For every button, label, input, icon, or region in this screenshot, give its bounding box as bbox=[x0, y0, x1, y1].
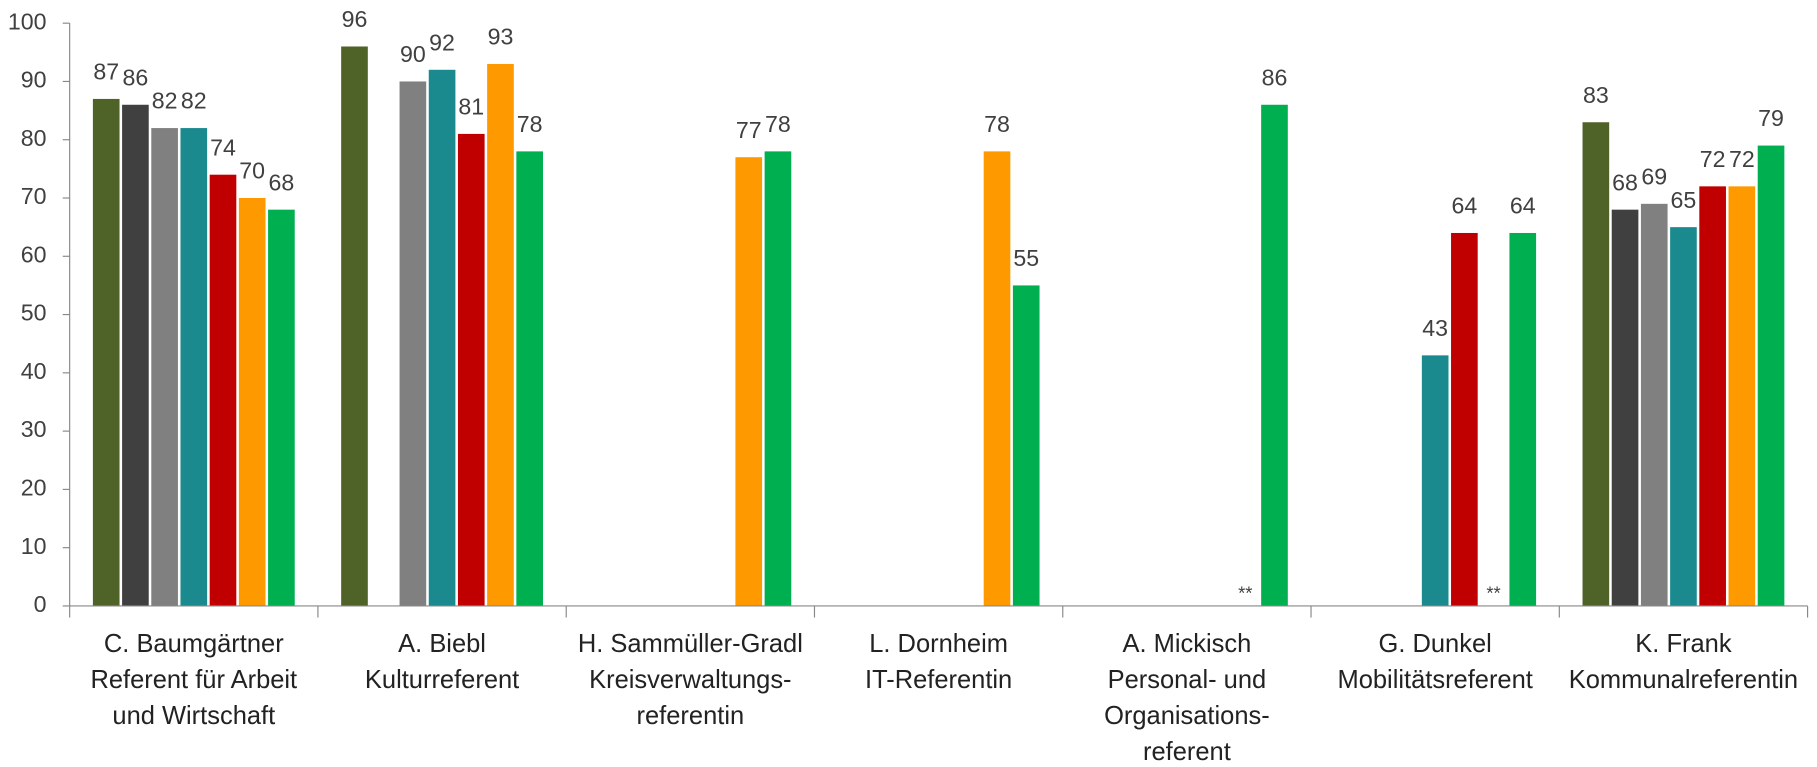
y-tick-label: 30 bbox=[21, 416, 47, 442]
bar bbox=[1640, 203, 1668, 606]
bar bbox=[1509, 232, 1537, 606]
bar bbox=[1728, 186, 1756, 606]
bar bbox=[1012, 285, 1040, 606]
data-label: 70 bbox=[239, 158, 265, 184]
data-label: 81 bbox=[458, 94, 484, 120]
annotation: ** bbox=[1238, 582, 1252, 603]
bar bbox=[457, 133, 485, 606]
data-label: 64 bbox=[1510, 193, 1536, 219]
data-label: 90 bbox=[400, 41, 426, 67]
x-tick-label: Personal- und bbox=[1108, 666, 1267, 694]
x-tick-label: A. Biebl bbox=[398, 630, 486, 658]
data-label: 87 bbox=[93, 59, 119, 85]
bar bbox=[1421, 355, 1449, 606]
data-label: 64 bbox=[1451, 193, 1477, 219]
x-tick-label: Organisations- bbox=[1104, 702, 1270, 730]
y-tick-label: 90 bbox=[21, 67, 47, 93]
annotation: ** bbox=[1486, 582, 1500, 603]
data-label: 72 bbox=[1729, 146, 1755, 172]
x-tick-label: K. Frank bbox=[1635, 630, 1732, 658]
y-tick-label: 0 bbox=[34, 591, 47, 617]
bar bbox=[238, 198, 266, 606]
y-tick-label: 40 bbox=[21, 358, 47, 384]
data-label: 55 bbox=[1013, 245, 1039, 271]
bar bbox=[1582, 122, 1610, 606]
data-label: 68 bbox=[1612, 169, 1638, 195]
bar bbox=[151, 128, 178, 606]
x-tick-label: A. Mickisch bbox=[1123, 630, 1252, 658]
bar bbox=[268, 209, 295, 606]
bar bbox=[209, 174, 237, 606]
x-tick-label: Referent für Arbeit bbox=[90, 666, 297, 694]
bar bbox=[428, 69, 456, 606]
y-tick-label: 10 bbox=[21, 533, 47, 559]
data-label: 68 bbox=[269, 169, 295, 195]
y-tick-label: 60 bbox=[21, 241, 47, 267]
bar bbox=[764, 151, 792, 606]
data-label: 86 bbox=[1262, 64, 1288, 90]
data-label: 43 bbox=[1422, 315, 1448, 341]
data-label: 82 bbox=[152, 88, 178, 114]
data-label: 78 bbox=[517, 111, 543, 137]
bar bbox=[487, 63, 514, 606]
bar bbox=[399, 81, 427, 606]
bar bbox=[1261, 104, 1288, 606]
data-label: 65 bbox=[1671, 187, 1697, 213]
data-label: 82 bbox=[181, 88, 207, 114]
data-label: 78 bbox=[765, 111, 791, 137]
bar bbox=[180, 128, 208, 606]
x-tick-label: G. Dunkel bbox=[1379, 630, 1492, 658]
x-tick-label: referent bbox=[1143, 738, 1231, 766]
x-tick-label: H. Sammüller-Gradl bbox=[578, 630, 803, 658]
x-tick-label: C. Baumgärtner bbox=[104, 630, 284, 658]
bar bbox=[1757, 145, 1785, 606]
x-tick-label: Kommunalreferentin bbox=[1569, 666, 1798, 694]
x-tick-label: Kulturreferent bbox=[365, 666, 519, 694]
data-label: 78 bbox=[984, 111, 1010, 137]
x-tick-label: Kreisverwaltungs- bbox=[589, 666, 791, 694]
x-tick-label: IT-Referentin bbox=[865, 666, 1012, 694]
bar bbox=[1670, 227, 1697, 606]
data-label: 83 bbox=[1583, 82, 1609, 108]
data-label: 96 bbox=[342, 6, 368, 32]
y-tick-label: 20 bbox=[21, 475, 47, 501]
data-label: 93 bbox=[488, 24, 514, 50]
bar bbox=[92, 98, 120, 606]
bar bbox=[1451, 232, 1478, 606]
x-tick-label: und Wirtschaft bbox=[112, 702, 275, 730]
y-tick-label: 50 bbox=[21, 300, 47, 326]
bar bbox=[1611, 209, 1639, 606]
x-tick-label: L. Dornheim bbox=[869, 630, 1008, 658]
x-tick-label: referentin bbox=[637, 702, 745, 730]
bar bbox=[983, 151, 1011, 606]
data-label: 74 bbox=[210, 134, 236, 160]
bar bbox=[341, 46, 368, 606]
bar bbox=[516, 151, 543, 606]
data-label: 86 bbox=[123, 64, 149, 90]
y-tick-label: 100 bbox=[8, 8, 47, 34]
bar bbox=[735, 157, 763, 606]
y-tick-label: 80 bbox=[21, 125, 47, 151]
y-tick-label: 70 bbox=[21, 183, 47, 209]
x-tick-label: Mobilitätsreferent bbox=[1337, 666, 1532, 694]
data-label: 79 bbox=[1758, 105, 1784, 131]
data-label: 77 bbox=[736, 117, 762, 143]
bar bbox=[1699, 186, 1726, 606]
data-label: 69 bbox=[1641, 163, 1667, 189]
data-label: 72 bbox=[1700, 146, 1726, 172]
data-label: 92 bbox=[429, 29, 455, 55]
bar bbox=[122, 104, 149, 606]
